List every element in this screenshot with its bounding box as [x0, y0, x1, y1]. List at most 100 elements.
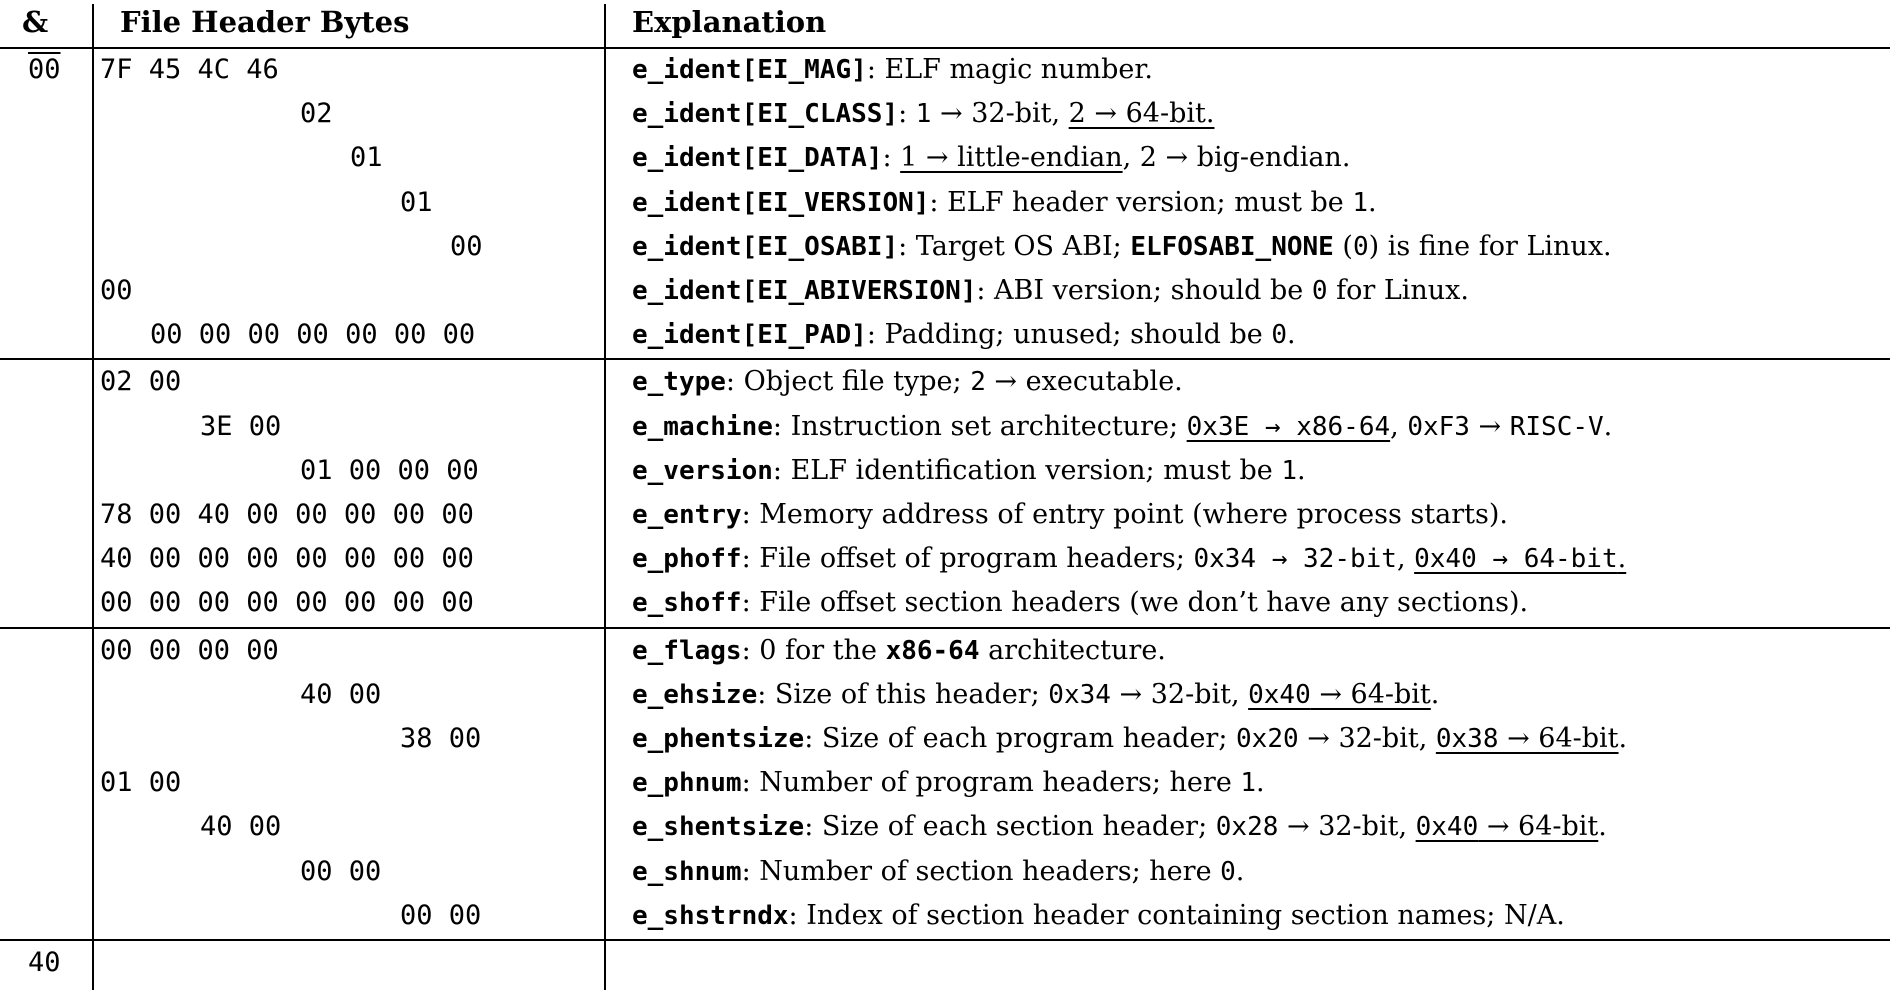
description-text: : ELF header version; must be	[929, 186, 1353, 218]
code-value: 0	[1352, 231, 1369, 262]
description-text: : Number of program headers; here	[741, 767, 1241, 799]
explanation: e_phentsize: Size of each program header…	[632, 717, 1627, 761]
description-text: ,	[1390, 410, 1408, 442]
field-name: e_entry	[632, 500, 742, 530]
field-name: x86-64	[885, 635, 980, 666]
explanation: e_flags: 0 for the x86-64 architecture.	[632, 629, 1166, 673]
description-text: : Memory address of entry point (where p…	[741, 499, 1508, 530]
explanation: e_ident[EI_OSABI]: Target OS ABI; ELFOSA…	[632, 225, 1612, 269]
description-text: for Linux.	[1327, 275, 1469, 306]
explanation: e_phoff: File offset of program headers;…	[632, 537, 1626, 581]
table-row: 01 00 e_phnum: Number of program headers;…	[0, 761, 1890, 805]
table-row: 02 e_ident[EI_CLASS]: 1 → 32-bit, 2 → 64-…	[0, 92, 1890, 136]
explanation: e_ident[EI_VERSION]: ELF header version;…	[632, 181, 1377, 225]
description-text: → 32-bit,	[1278, 811, 1416, 843]
explanation: e_ident[EI_PAD]: Padding; unused; should…	[632, 313, 1296, 357]
table-row: 02 00 e_type: Object file type; 2 → execu…	[0, 360, 1890, 404]
description-text: : File offset section headers (we don’t …	[741, 587, 1529, 619]
header-bytes: 01 00 00 00	[300, 454, 479, 486]
header-offset: &	[22, 5, 49, 39]
code-value: 0	[1271, 320, 1287, 351]
code-value: 0x34	[1048, 679, 1111, 710]
description-text: : ABI version; should be	[976, 275, 1312, 306]
explanation: e_type: Object file type; 2 → executable…	[632, 360, 1183, 404]
explanation: e_ident[EI_ABIVERSION]: ABI version; sho…	[632, 269, 1469, 313]
description-text: : ELF magic number.	[866, 54, 1153, 85]
explanation: e_entry: Memory address of entry point (…	[632, 493, 1508, 537]
header-bytes: 00 00	[400, 899, 482, 931]
description-text: : Target OS ABI;	[898, 230, 1131, 262]
field-name: e_phnum	[632, 768, 742, 799]
code-value: 0x40	[1415, 812, 1479, 843]
header-file-header-bytes: File Header Bytes	[120, 5, 410, 39]
code-value: 0	[1220, 856, 1236, 887]
field-name: e_flags	[632, 635, 742, 666]
table-row: 00 7F 45 4C 46 e_ident[EI_MAG]: ELF magic …	[0, 48, 1890, 92]
section-rule	[0, 626, 1890, 629]
description-text: :	[882, 142, 901, 174]
field-name: e_ident[EI_PAD]	[632, 320, 867, 351]
header-bytes: 40 00 00 00 00 00 00 00	[100, 543, 474, 575]
column-divider-bytes	[604, 4, 606, 990]
header-bytes: 00	[100, 275, 133, 306]
description-text: ,	[1396, 543, 1415, 575]
table-row: 40 00 e_shentsize: Size of each section h…	[0, 805, 1890, 849]
description-text: : Object file type;	[725, 366, 971, 398]
field-name: e_ident[EI_ABIVERSION]	[632, 276, 977, 306]
description-text: → 32-bit,	[1110, 678, 1249, 710]
code-value: 1	[915, 99, 932, 130]
description-text: : ELF identification version; must be	[772, 454, 1282, 486]
header-bytes: 40 00	[300, 678, 382, 710]
header-bytes: 00 00	[300, 855, 382, 887]
code-value: RISC-V	[1509, 411, 1604, 442]
description-text: .	[1235, 855, 1245, 887]
description-text: .	[1286, 319, 1296, 351]
description-text: 2 → 64-bit.	[1068, 98, 1215, 130]
field-name: e_shstrndx	[632, 900, 789, 931]
field-name: e_phentsize	[632, 724, 805, 754]
description-text: ) is fine for Linux.	[1368, 230, 1612, 262]
table-row: 3E 00 e_machine: Instruction set architec…	[0, 405, 1890, 449]
code-value: 2	[970, 367, 986, 398]
header-bytes: 02	[300, 98, 333, 130]
row-offset: 00	[28, 54, 61, 85]
table-row: 00 00 00 00 e_flags: 0 for the x86-64 arc…	[0, 629, 1890, 673]
description-text: → 64-bit	[1310, 678, 1431, 710]
description-text: : 0 for the	[741, 634, 886, 666]
header-bytes: 7F 45 4C 46	[100, 54, 279, 85]
explanation: e_ident[EI_CLASS]: 1 → 32-bit, 2 → 64-bi…	[632, 92, 1214, 136]
description-text: → executable.	[985, 366, 1183, 398]
header-explanation: Explanation	[632, 5, 827, 39]
description-text: .	[1603, 410, 1613, 442]
explanation: e_ehsize: Size of this header; 0x34 → 32…	[632, 673, 1439, 717]
description-text: .	[1256, 767, 1265, 799]
description-text: , 2 → big-endian.	[1122, 142, 1351, 174]
explanation: e_ident[EI_DATA]: 1 → little-endian, 2 →…	[632, 136, 1350, 180]
header-bytes: 00 00 00 00	[100, 634, 279, 666]
description-text: .	[1296, 454, 1306, 486]
table-row: 00 e_ident[EI_ABIVERSION]: ABI version; s…	[0, 269, 1890, 313]
table-row: 01 00 00 00 e_version: ELF identification…	[0, 449, 1890, 493]
description-text: : Instruction set architecture;	[772, 410, 1187, 442]
table-row: 40 00 e_ehsize: Size of this header; 0x34…	[0, 673, 1890, 717]
description-text: : Number of section headers; here	[741, 855, 1221, 887]
explanation: e_shoff: File offset section headers (we…	[632, 581, 1528, 625]
header-bytes: 01 00	[100, 767, 182, 799]
code-value: 1	[1352, 187, 1369, 218]
table-row: 00 00 e_shnum: Number of section headers;…	[0, 850, 1890, 894]
description-text: .	[1617, 543, 1627, 575]
footer-offset: 40	[28, 947, 61, 978]
description-text: : Padding; unused; should be	[866, 319, 1272, 351]
description-text: : Size of this header;	[757, 678, 1049, 710]
description-text: : Index of section header containing sec…	[788, 899, 1565, 931]
explanation: e_machine: Instruction set architecture;…	[632, 405, 1612, 449]
description-text: architecture.	[979, 634, 1166, 666]
column-divider-offset	[92, 4, 94, 990]
explanation: e_shnum: Number of section headers; here…	[632, 850, 1244, 894]
code-value: 0x40 → 64-bit	[1414, 544, 1618, 575]
code-value: 0x38	[1435, 724, 1499, 754]
field-name: e_machine	[632, 411, 773, 442]
field-name: e_ident[EI_DATA]	[632, 143, 883, 174]
description-text: →	[1469, 410, 1510, 442]
